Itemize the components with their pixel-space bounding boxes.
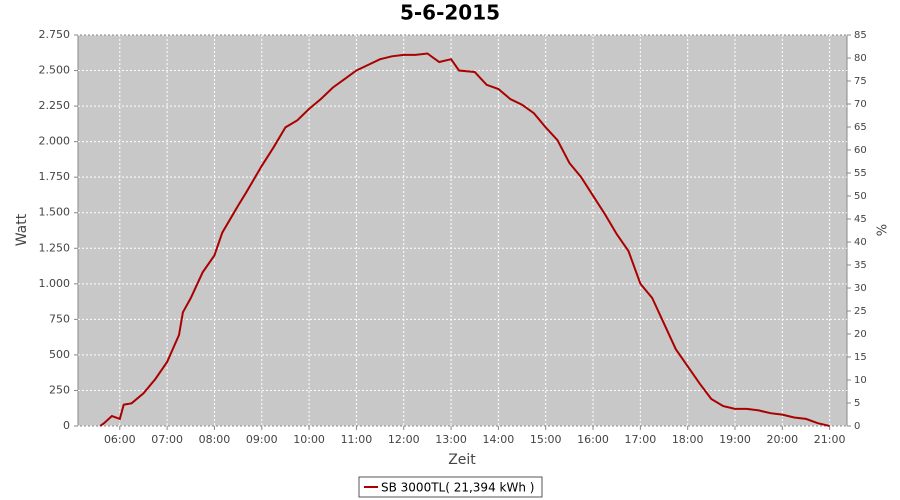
y-tick-label: 0 bbox=[63, 419, 70, 432]
y2-tick-label: 10 bbox=[854, 375, 867, 386]
y-axis-label: Watt bbox=[14, 213, 30, 246]
y-tick-label: 1.000 bbox=[39, 277, 71, 290]
x-tick-label: 15:00 bbox=[530, 433, 562, 446]
y-tick-label: 750 bbox=[49, 312, 70, 325]
y-tick-label: 2.750 bbox=[39, 28, 71, 41]
series-line bbox=[99, 52, 830, 427]
y2-tick-label: 40 bbox=[854, 237, 867, 248]
x-tick-label: 11:00 bbox=[341, 433, 373, 446]
x-tick-label: 12:00 bbox=[388, 433, 420, 446]
x-tick-label: 06:00 bbox=[104, 433, 136, 446]
x-tick-label: 07:00 bbox=[151, 433, 183, 446]
y-tick-label: 2.500 bbox=[39, 64, 71, 77]
y-tick-label: 2.250 bbox=[39, 99, 71, 112]
y2-tick-label: 75 bbox=[854, 76, 867, 87]
y2-tick-label: 25 bbox=[854, 306, 867, 317]
x-tick-label: 21:00 bbox=[814, 433, 846, 446]
y2-tick-label: 85 bbox=[854, 30, 867, 41]
y2-tick-label: 5 bbox=[854, 398, 860, 409]
plot-area bbox=[77, 34, 848, 427]
chart-title: 5-6-2015 bbox=[400, 1, 500, 25]
x-tick-label: 20:00 bbox=[766, 433, 798, 446]
x-tick-label: 08:00 bbox=[199, 433, 231, 446]
x-tick-label: 14:00 bbox=[483, 433, 515, 446]
y-tick-label: 1.250 bbox=[39, 241, 71, 254]
legend-label: SB 3000TL( 21,394 kWh ) bbox=[381, 481, 534, 495]
y2-tick-label: 60 bbox=[854, 145, 867, 156]
y2-tick-label: 20 bbox=[854, 329, 867, 340]
y-tick-label: 250 bbox=[49, 383, 70, 396]
y2-tick-label: 65 bbox=[854, 122, 867, 133]
y2-tick-label: 55 bbox=[854, 168, 867, 179]
y-tick-label: 1.750 bbox=[39, 170, 71, 183]
x-tick-label: 13:00 bbox=[435, 433, 467, 446]
x-tick-label: 16:00 bbox=[577, 433, 609, 446]
y2-tick-label: 50 bbox=[854, 191, 867, 202]
y2-tick-label: 70 bbox=[854, 99, 867, 110]
x-tick-label: 17:00 bbox=[625, 433, 657, 446]
x-tick-label: 09:00 bbox=[246, 433, 278, 446]
y-tick-label: 1.500 bbox=[39, 206, 71, 219]
y2-tick-label: 35 bbox=[854, 260, 867, 271]
x-tick-label: 10:00 bbox=[293, 433, 325, 446]
x-tick-label: 18:00 bbox=[672, 433, 704, 446]
legend-box bbox=[358, 476, 543, 498]
y2-tick-label: 0 bbox=[854, 421, 860, 432]
y2-tick-label: 45 bbox=[854, 214, 867, 225]
x-tick-label: 19:00 bbox=[719, 433, 751, 446]
y2-axis-label: % bbox=[876, 224, 891, 236]
y-tick-label: 2.000 bbox=[39, 135, 71, 148]
y-tick-label: 500 bbox=[49, 348, 70, 361]
y2-tick-label: 30 bbox=[854, 283, 867, 294]
x-axis-label: Zeit bbox=[448, 452, 476, 468]
y2-tick-label: 80 bbox=[854, 53, 867, 64]
y2-tick-label: 15 bbox=[854, 352, 867, 363]
